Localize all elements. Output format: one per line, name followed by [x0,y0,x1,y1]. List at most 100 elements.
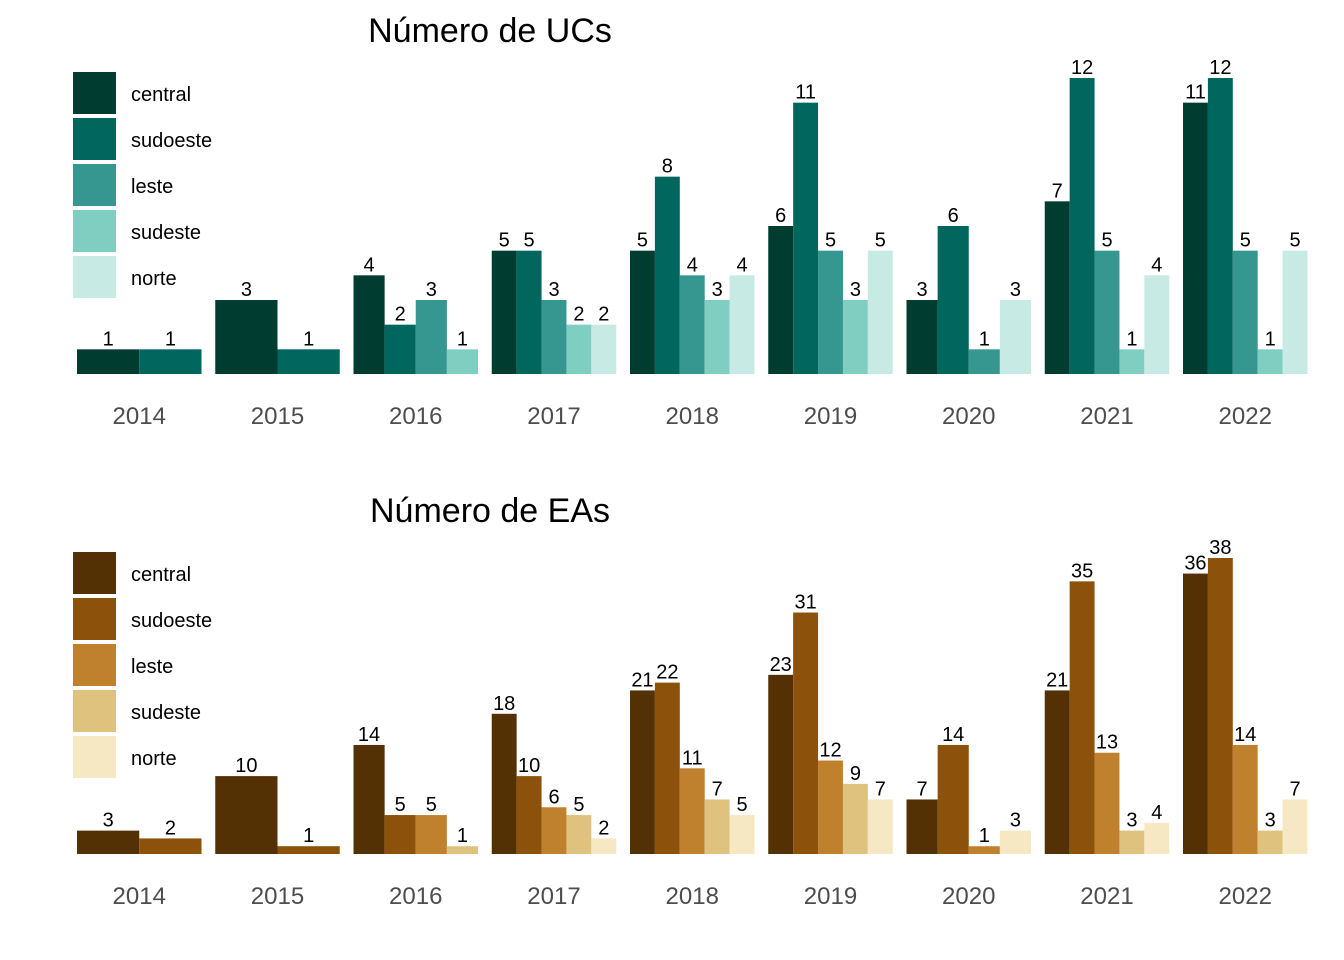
value-label-2020-sudoeste: 14 [942,724,964,746]
bar-2021-leste [1094,752,1120,854]
chart-title: Número de UCs [368,12,612,50]
value-label-2022-leste: 14 [1234,724,1256,746]
value-label-2020-central: 7 [916,778,927,800]
bar-2022-leste [1232,250,1258,374]
bar-2019-sudeste [842,300,868,374]
value-label-2018-leste: 4 [687,254,698,276]
bar-2016-leste [415,815,447,854]
bar-2017-norte [591,324,617,374]
bar-2018-central [630,690,655,854]
bar-2015-sudoeste [277,349,340,374]
value-label-2021-sudeste: 3 [1126,810,1137,832]
bar-2018-sudoeste [654,682,680,854]
legend-label-sudeste: sudeste [131,702,201,724]
bar-2019-sudeste [842,783,868,854]
bar-2018-norte [729,815,755,854]
x-tick-label-2019: 2019 [804,403,857,430]
bar-2020-leste [968,846,1000,854]
value-label-2018-norte: 5 [736,794,747,816]
bar-2014-sudoeste [139,838,202,854]
legend-label-leste: leste [131,176,173,198]
x-tick-label-2017: 2017 [527,403,580,430]
legend-swatch-leste [73,644,116,686]
value-label-2015-sudoeste: 1 [303,825,314,847]
value-label-2014-central: 3 [103,810,114,832]
bar-2022-central [1183,573,1208,854]
value-label-2020-leste: 1 [979,328,990,350]
bar-2016-sudoeste [384,815,416,854]
value-label-2019-sudoeste: 11 [795,82,816,104]
bar-2019-norte [867,799,893,854]
bar-2015-central [215,300,278,374]
bar-2014-central [77,349,140,374]
value-label-2019-leste: 12 [819,740,841,762]
value-label-2020-norte: 3 [1010,810,1021,832]
bar-2021-central [1044,201,1070,374]
bar-2017-leste [541,300,567,374]
value-label-2019-sudoeste: 31 [794,592,816,614]
value-label-2018-sudeste: 3 [712,279,723,301]
x-tick-label-2018: 2018 [666,403,719,430]
bar-2022-sudoeste [1207,78,1233,374]
legend-label-sudeste: sudeste [131,222,201,244]
bar-2022-norte [1282,799,1308,854]
x-tick-label-2015: 2015 [251,883,304,910]
value-label-2019-sudeste: 3 [850,279,861,301]
x-tick-label-2016: 2016 [389,883,442,910]
value-label-2022-norte: 5 [1289,230,1300,252]
bar-group [77,558,1308,854]
bar-2021-sudoeste [1069,78,1095,374]
bar-group [77,78,1308,375]
value-label-2022-sudeste: 3 [1265,810,1276,832]
bar-2016-sudeste [446,349,479,374]
x-tick-label-2017: 2017 [527,883,580,910]
bar-2018-leste [679,275,705,374]
value-label-2018-sudoeste: 22 [656,662,678,684]
bar-2017-sudoeste [516,250,542,374]
value-label-2016-sudeste: 1 [457,328,468,350]
legend-swatch-sudoeste [73,598,116,640]
value-label-2017-sudeste: 2 [573,304,584,326]
value-label-2016-sudoeste: 2 [395,304,406,326]
value-label-2021-central: 21 [1046,669,1068,691]
legend-swatch-norte [73,256,116,298]
bar-2015-sudoeste [277,846,340,854]
legend-swatch-central [73,72,116,114]
bar-2021-sudoeste [1069,581,1095,854]
value-label-2020-sudoeste: 6 [948,205,959,227]
bar-2017-central [491,250,517,374]
value-label-2016-sudoeste: 5 [395,794,406,816]
value-label-2021-sudoeste: 35 [1071,560,1093,582]
value-label-2021-sudoeste: 12 [1071,57,1093,79]
legend-swatch-sudoeste [73,118,116,160]
bar-2019-central [768,226,794,374]
bar-2019-sudoeste [793,102,819,375]
x-tick-label-2022: 2022 [1219,883,1272,910]
legend-label-sudoeste: sudoeste [131,130,212,152]
legend: central sudoeste leste sudeste norte [73,552,212,778]
value-label-2017-leste: 3 [548,279,559,301]
value-label-2022-sudeste: 1 [1265,328,1276,350]
bar-2022-leste [1232,744,1258,854]
value-label-2018-sudoeste: 8 [662,156,673,178]
bar-2019-leste [818,760,843,854]
value-label-2014-central: 1 [103,328,114,350]
bar-2021-sudeste [1119,349,1145,374]
bar-2019-central [768,674,794,854]
x-tick-label-2014: 2014 [113,883,166,910]
value-label-2019-norte: 7 [875,778,886,800]
value-label-2017-central: 5 [499,230,510,252]
value-label-2019-central: 6 [775,205,786,227]
bar-2014-sudoeste [139,349,202,374]
x-tick-label-2021: 2021 [1080,883,1133,910]
x-tick-label-2019: 2019 [804,883,857,910]
value-label-2018-norte: 4 [736,254,747,276]
bar-2022-central [1183,102,1208,375]
value-label-2017-sudeste: 5 [573,794,584,816]
value-label-2020-leste: 1 [979,825,990,847]
x-tick-label-2022: 2022 [1219,403,1272,430]
